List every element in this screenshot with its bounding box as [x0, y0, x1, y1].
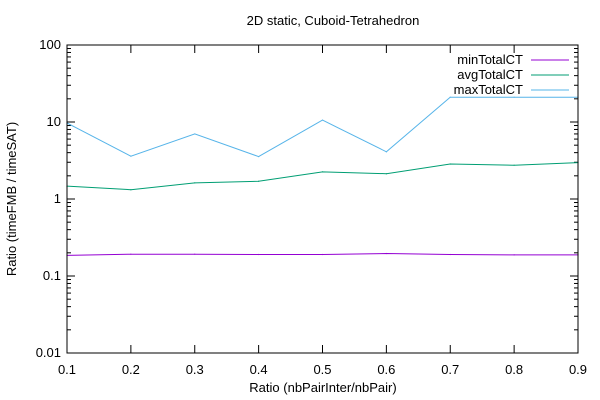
x-tick-label: 0.7 [441, 362, 459, 377]
legend-label-minTotalCT: minTotalCT [457, 52, 523, 67]
data-point-minTotalCT [321, 253, 324, 256]
series-lines [66, 96, 579, 257]
x-tick-label: 0.6 [377, 362, 395, 377]
data-point-maxTotalCT [449, 96, 451, 98]
data-point-maxTotalCT [194, 133, 196, 135]
data-point-minTotalCT [385, 252, 387, 255]
x-tick-label: 0.3 [186, 362, 204, 377]
chart-title: 2D static, Cuboid-Tetrahedron [247, 13, 420, 28]
data-point-avgTotalCT [513, 164, 515, 166]
plot-frame [66, 44, 579, 354]
data-point-avgTotalCT [321, 171, 324, 173]
data-point-minTotalCT [449, 253, 451, 256]
data-point-avgTotalCT [130, 189, 132, 191]
y-tick-label: 1 [54, 191, 61, 206]
y-axis-label: Ratio (timeFMB / timeSAT) [4, 122, 19, 276]
y-tick-label: 10 [47, 114, 61, 129]
data-point-maxTotalCT [513, 96, 515, 98]
data-point-maxTotalCT [321, 119, 324, 121]
x-tick-label: 0.2 [122, 362, 140, 377]
x-tick-label: 0.8 [505, 362, 523, 377]
legend-label-maxTotalCT: maxTotalCT [454, 82, 523, 97]
x-axis-label: Ratio (nbPairInter/nbPair) [249, 380, 396, 395]
x-tick-label: 0.4 [250, 362, 268, 377]
data-point-maxTotalCT [258, 156, 260, 158]
axis-ticks: 0.01 0.1 1 10 100 0.1 0.2 0.3 0.4 0.5 0.6 0.7 0.8 0.9 [36, 37, 587, 377]
x-tick-label: 0.5 [313, 362, 331, 377]
data-point-minTotalCT [194, 253, 196, 255]
series-line-avgTotalCT [66, 162, 579, 191]
x-tick-label: 0.9 [569, 362, 587, 377]
data-point-avgTotalCT [385, 173, 387, 175]
data-point-maxTotalCT [130, 155, 132, 157]
x-tick-label: 0.1 [58, 362, 76, 377]
data-point-avgTotalCT [449, 163, 451, 165]
data-point-minTotalCT [130, 253, 132, 255]
legend-label-avgTotalCT: avgTotalCT [457, 67, 523, 82]
y-tick-label: 0.1 [43, 268, 61, 283]
data-point-maxTotalCT [385, 151, 387, 153]
y-tick-label: 0.01 [36, 345, 61, 360]
series-line-maxTotalCT [66, 96, 578, 158]
data-point-minTotalCT [513, 254, 515, 256]
y-tick-label: 100 [39, 37, 61, 52]
data-point-minTotalCT [258, 253, 260, 256]
data-point-avgTotalCT [194, 182, 196, 184]
data-point-avgTotalCT [258, 180, 260, 182]
